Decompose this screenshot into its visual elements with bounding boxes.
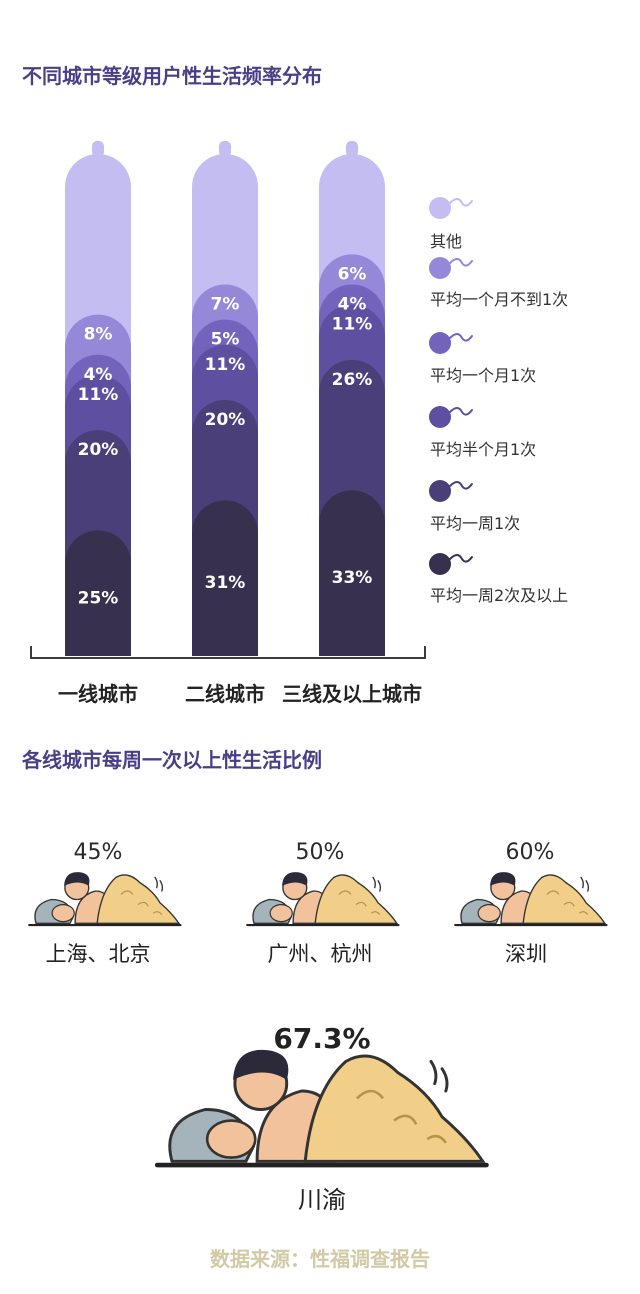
bar-segment-2-1 [192,500,258,656]
legend-marker [429,406,473,428]
category-label-tier3: 三线及以上城市 [282,682,422,706]
bar-1 [65,141,131,656]
bar-3 [319,141,385,656]
pct-chuanyu: 67.3% [273,1022,371,1055]
legend-label-less-monthly: 平均一个月不到1次 [430,290,569,309]
bar-value-label: 7% [211,295,240,315]
pct-shanghai-beijing: 45% [73,840,123,865]
x-axis-line [30,646,426,659]
bar-value-label: 20% [78,440,119,460]
stacked-bars [65,141,385,656]
bar-value-label: 4% [84,365,113,385]
couple-illustration-3 [454,872,608,927]
city-guangzhou-hangzhou: 广州、杭州 [267,942,373,966]
category-label-tier1: 一线城市 [58,682,138,706]
city-shanghai-beijing: 上海、北京 [45,942,151,966]
bar-value-label: 11% [78,385,119,405]
bar-segment-3-1 [319,490,385,656]
legend-label-twice-weekly: 平均一周2次及以上 [430,586,569,605]
bar-value-label: 33% [332,568,373,588]
pct-guangzhou-hangzhou: 50% [295,840,345,865]
legend [429,197,473,575]
chart-title: 不同城市等级用户性生活频率分布 [22,64,322,88]
bar-tip [92,141,104,157]
legend-label-weekly: 平均一周1次 [430,514,521,533]
couple-illustration-1 [28,872,182,927]
x-axis [30,646,426,659]
bar-value-labels: 25%20%11%4%8%31%20%11%5%7%33%26%11%4%6% [78,264,373,608]
city-chuanyu: 川渝 [298,1186,346,1214]
legend-marker [429,480,473,502]
bar-tip [219,141,231,157]
bar-value-label: 11% [332,315,373,335]
legend-marker [429,257,473,279]
bar-value-label: 20% [205,410,246,430]
section2-title: 各线城市每周一次以上性生活比例 [22,748,322,772]
legend-label-biweekly: 平均半个月1次 [430,440,537,459]
category-label-tier2: 二线城市 [185,682,265,706]
legend-marker [429,332,473,354]
pct-shenzhen: 60% [505,840,555,865]
legend-marker [429,197,473,219]
city-shenzhen: 深圳 [505,942,547,966]
illustrations [28,872,608,1168]
bar-2 [192,141,258,656]
legend-label-monthly: 平均一个月1次 [430,366,537,385]
legend-marker [429,553,473,575]
couple-illustration-large [154,1049,489,1168]
bar-value-label: 25% [78,588,119,608]
data-source: 数据来源：性福调查报告 [210,1247,430,1271]
bar-value-label: 8% [84,325,113,345]
bar-value-label: 26% [332,370,373,390]
bar-value-label: 31% [205,573,246,593]
bar-value-label: 4% [338,295,367,315]
bar-value-label: 6% [338,264,367,284]
couple-illustration-2 [246,872,400,927]
bar-value-label: 5% [211,330,240,350]
bar-segment-1-1 [65,530,131,656]
bar-tip [346,141,358,157]
legend-label-other: 其他 [430,232,463,251]
bar-value-label: 11% [205,355,246,375]
